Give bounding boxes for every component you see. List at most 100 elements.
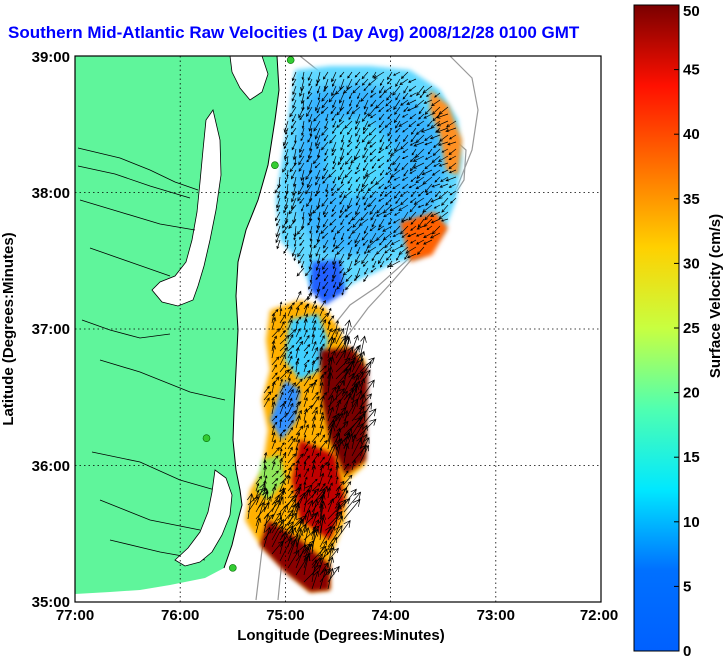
velocity-arrow — [263, 391, 272, 401]
velocity-arrow — [436, 120, 449, 127]
velocity-arrow — [291, 78, 297, 87]
velocity-arrow — [297, 246, 305, 258]
velocity-arrow — [448, 155, 457, 161]
velocity-arrow — [383, 85, 393, 94]
velocity-arrow — [263, 512, 271, 534]
velocity-arrow — [279, 433, 283, 443]
velocity-arrow — [363, 120, 369, 131]
velocity-arrow — [351, 433, 357, 450]
velocity-arrow — [409, 204, 417, 213]
velocity-arrow — [333, 281, 337, 289]
velocity-arrow — [419, 92, 425, 99]
velocity-arrow — [424, 141, 433, 146]
velocity-arrow — [330, 106, 337, 115]
velocity-arrow — [283, 141, 289, 150]
velocity-arrow — [360, 92, 369, 102]
velocity-arrow — [418, 106, 425, 115]
velocity-arrow — [311, 391, 319, 401]
colorbar-tick-label: 50 — [683, 3, 700, 20]
velocity-arrow — [323, 239, 329, 249]
velocity-arrow — [335, 437, 344, 464]
velocity-arrow — [355, 197, 361, 206]
velocity-arrow — [315, 169, 321, 180]
velocity-arrow — [369, 148, 377, 156]
velocity-arrow — [419, 211, 425, 218]
velocity-arrow — [423, 232, 433, 238]
velocity-arrow — [306, 176, 313, 189]
velocity-arrow — [409, 92, 417, 97]
velocity-arrow — [410, 176, 417, 183]
colorbar-tick-label: 40 — [683, 126, 700, 143]
velocity-arrow — [393, 176, 401, 181]
velocity-arrow — [287, 351, 292, 359]
velocity-arrow — [311, 423, 316, 436]
velocity-arrow — [370, 85, 377, 94]
velocity-arrow — [335, 476, 339, 485]
velocity-arrow — [291, 183, 297, 196]
velocity-arrow — [327, 394, 335, 415]
velocity-arrow — [263, 385, 270, 394]
velocity-arrow — [409, 141, 417, 146]
velocity-arrow — [316, 253, 321, 265]
velocity-arrow — [395, 197, 401, 204]
velocity-arrow — [319, 567, 328, 590]
velocity-arrow — [321, 169, 329, 180]
velocity-arrow — [351, 382, 360, 408]
velocity-arrow — [351, 436, 362, 457]
velocity-arrow — [298, 155, 305, 166]
velocity-arrow — [295, 438, 301, 450]
velocity-arrow — [430, 218, 441, 224]
velocity-arrow — [406, 253, 417, 259]
velocity-arrow — [332, 176, 337, 184]
velocity-arrow — [331, 113, 337, 122]
velocity-arrow — [336, 183, 345, 192]
velocity-arrow — [255, 490, 269, 513]
velocity-arrow — [311, 406, 318, 415]
velocity-arrow — [330, 183, 337, 192]
velocity-arrow — [279, 442, 285, 450]
delaware-bay — [229, 56, 269, 101]
velocity-arrow — [367, 197, 377, 208]
velocity-arrow — [408, 85, 417, 92]
velocity-arrow — [400, 197, 409, 206]
velocity-arrow — [347, 71, 353, 79]
velocity-arrow — [352, 218, 361, 228]
velocity-arrow — [293, 134, 297, 144]
velocity-arrow — [362, 162, 369, 172]
velocity-arrow — [327, 567, 335, 590]
velocity-arrow — [343, 474, 353, 485]
colorbar-tick-label: 35 — [683, 191, 700, 208]
velocity-arrow — [401, 162, 409, 171]
velocity-arrow — [331, 274, 337, 283]
velocity-arrow — [314, 190, 321, 197]
velocity-arrow — [299, 113, 305, 121]
velocity-arrow — [378, 106, 385, 113]
velocity-arrow — [288, 218, 297, 230]
velocity-arrow — [324, 148, 329, 156]
velocity-arrow — [279, 334, 290, 345]
velocity-arrow — [321, 99, 329, 109]
velocity-arrow — [319, 312, 329, 324]
velocity-arrow — [323, 162, 329, 172]
velocity-arrow — [255, 501, 265, 527]
velocity-arrow — [327, 406, 334, 422]
velocity-arrow — [308, 204, 313, 217]
velocity-arrow — [322, 260, 329, 270]
velocity-arrow — [287, 435, 294, 443]
velocity-arrow — [287, 538, 298, 562]
velocity-arrow — [296, 267, 305, 277]
velocity-arrow — [309, 127, 313, 137]
velocity-arrow — [364, 246, 369, 255]
velocity-arrow — [423, 113, 433, 119]
velocity-arrow — [323, 155, 329, 162]
y-tick-label: 38:00 — [32, 185, 70, 202]
velocity-arrow — [343, 398, 359, 422]
velocity-arrow — [387, 176, 393, 184]
velocity-arrow — [415, 127, 425, 135]
velocity-arrow — [417, 190, 425, 197]
velocity-arrow — [327, 386, 337, 401]
velocity-arrow — [287, 462, 296, 471]
velocity-arrow — [324, 120, 329, 130]
velocity-arrow — [383, 183, 393, 190]
velocity-arrow — [338, 169, 345, 181]
